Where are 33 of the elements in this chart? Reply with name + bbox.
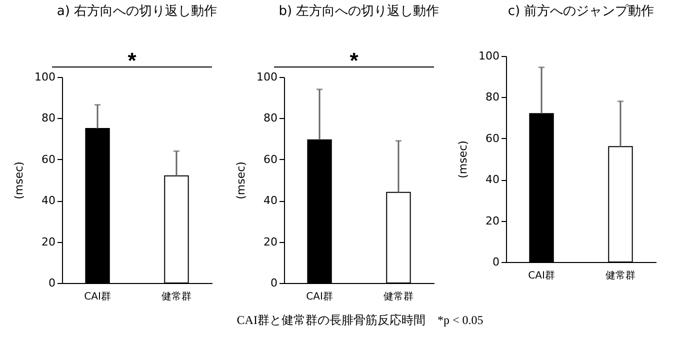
y-axis-title: (msec) [234, 162, 248, 200]
y-tick-label: 80 [42, 112, 56, 125]
y-tick-label: 0 [270, 276, 278, 290]
y-tick-label: 60 [264, 152, 278, 166]
text: CAI群と健常群の長腓骨筋反応時間 *p < 0.05 [236, 312, 484, 329]
x-tick-label: CAI群 [306, 290, 333, 302]
y-tick-label: 40 [264, 194, 278, 208]
x-tick-label: CAI群 [528, 270, 555, 282]
y-tick-label: 60 [42, 152, 56, 166]
text: * [350, 48, 359, 73]
x-tick-label: 健常群 [161, 290, 192, 302]
y-tick-label: 100 [256, 70, 278, 84]
y-tick-label: 0 [48, 276, 56, 290]
y-tick-label: 20 [42, 235, 56, 248]
y-tick-label: 100 [34, 70, 56, 84]
y-tick-label: 0 [492, 256, 500, 268]
x-tick-label: 健常群 [383, 290, 414, 302]
y-tick-label: 40 [486, 173, 500, 186]
y-tick-label: 80 [486, 90, 500, 104]
y-tick-label: 20 [264, 235, 278, 248]
y-axis-title: (msec) [12, 162, 26, 200]
x-tick-label: 健常群 [605, 270, 636, 282]
y-axis-title: (msec) [456, 140, 470, 178]
y-tick-label: 40 [42, 194, 56, 208]
y-tick-label: 80 [264, 112, 278, 125]
y-tick-label: 100 [478, 50, 500, 62]
chart-title: c) 前方へのジャンプ動作 [508, 3, 654, 19]
y-tick-label: 60 [486, 132, 500, 145]
chart-title: b) 左方向への切り返し動作 [278, 3, 440, 19]
text: * [128, 48, 137, 73]
x-tick-label: CAI群 [84, 290, 111, 302]
chart-title: a) 右方向への切り返し動作 [56, 3, 218, 19]
y-tick-label: 20 [486, 214, 500, 228]
